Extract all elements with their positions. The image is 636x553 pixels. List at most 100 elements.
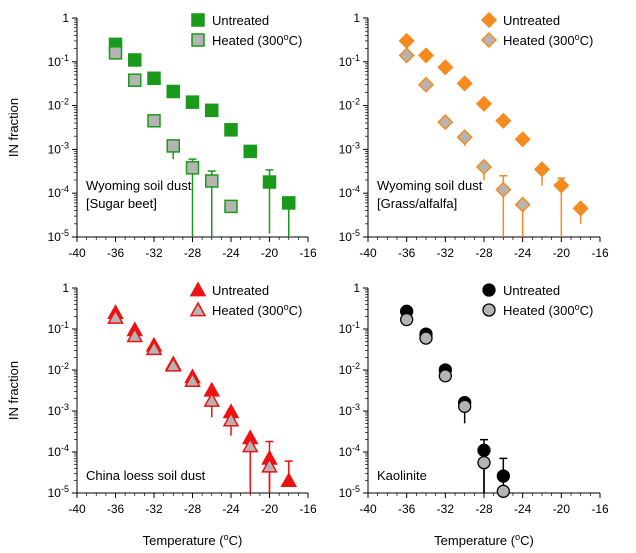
legend-label: Untreated [212,13,269,28]
series-heated [398,47,531,237]
legend-label: Untreated [503,283,560,298]
y-tick-label: 10-2 [339,97,360,113]
y-tick-label: 10-3 [48,402,69,418]
y-tick-exponent: -1 [352,53,360,63]
data-point [243,144,257,159]
data-point [185,95,200,109]
y-tick-label: 1 [62,281,69,295]
y-tick-base: 10 [339,99,353,113]
data-point [400,312,414,327]
y-axis-title: IN fraction [6,98,21,157]
x-tick-label: -24 [514,502,532,516]
data-point [417,47,435,64]
data-point [184,372,201,387]
x-axis-title-prefix: Temperature ( [434,533,516,548]
y-tick-label: 10-5 [48,484,69,500]
y-tick-base: 10 [48,486,62,500]
data-point [222,411,240,427]
legend-heated-degree: o [575,302,580,312]
legend-heated-suffix: C) [580,303,594,318]
y-tick-base: 10 [339,186,353,200]
data-point [398,47,415,64]
y-tick-label: 10-5 [48,228,69,244]
y-tick-label: 10-5 [339,228,360,244]
y-tick-label: 10-4 [339,443,360,459]
x-axis-title-suffix: C) [229,533,243,548]
x-tick-label: -28 [475,502,493,516]
y-tick-exponent: -4 [61,443,69,453]
y-tick-exponent: -3 [352,402,360,412]
x-axis-title: Temperature (oC) [434,532,534,548]
panel-label-line: Wyoming soil dust [86,178,192,193]
panel-label-line: [Grass/alfalfa] [377,196,457,211]
y-tick-base: 10 [48,445,62,459]
legend-untreated-text: Untreated [212,283,269,298]
y-tick-label: 10-3 [48,140,69,156]
data-point [456,75,473,92]
y-tick-base: 10 [339,55,353,69]
x-tick-label: -40 [68,502,86,516]
data-point [496,469,510,483]
y-tick-exponent: -2 [352,361,360,371]
legend-heated-suffix: C) [289,33,303,48]
x-tick-label: -40 [359,246,377,260]
x-tick-label: -32 [437,502,455,516]
x-tick-label: -20 [553,502,571,516]
x-tick-label: -36 [107,246,125,260]
legend-heated-degree: o [284,302,289,312]
y-tick-base: 10 [48,55,62,69]
y-tick-base: 10 [48,322,62,336]
y-tick-base: 10 [48,186,62,200]
y-tick-exponent: -4 [61,184,69,194]
y-tick-label: 10-2 [48,97,69,113]
y-tick-base: 1 [353,281,360,295]
y-tick-exponent: -3 [61,140,69,150]
data-point [437,59,454,76]
data-point [514,196,531,213]
data-point [241,437,259,453]
data-point [203,391,221,407]
legend-marker [189,301,207,317]
x-tick-label: -36 [398,246,416,260]
y-tick-label: 1 [353,11,360,25]
data-point [128,53,142,67]
x-axis-title-prefix: Temperature ( [143,533,225,548]
legend-label: Untreated [503,13,560,28]
legend-label: Heated (300oC) [503,302,593,318]
y-tick-label: 10-5 [339,484,360,500]
data-point [145,340,163,356]
y-tick-base: 10 [48,404,62,418]
y-tick-exponent: -1 [61,320,69,330]
series-untreated [400,304,510,493]
x-axis-title-degree: o [515,532,520,542]
data-point [126,327,144,343]
x-tick-label: -40 [68,246,86,260]
x-tick-label: -28 [475,246,493,260]
panel-1: 10-510-410-310-210-11-40 -36 -32 -28 -24 -20-… [6,11,317,260]
x-tick-label: -28 [184,246,202,260]
panel-2: 10-510-410-310-210-11-40 -36 -32 -28 -24 -20-… [339,11,609,260]
y-tick-exponent: -2 [61,97,69,107]
legend: Untreated Heated (300oC) [480,11,593,49]
legend: Untreated Heated (300oC) [189,281,302,318]
legend: Untreated Heated (300oC) [482,283,593,318]
y-tick-label: 10-4 [339,184,360,200]
x-tick-label: -40 [359,502,377,516]
legend-untreated-text: Untreated [212,13,269,28]
data-point [262,175,277,189]
legend-heated-prefix: Heated (300 [212,33,284,48]
x-tick-label: -32 [145,502,163,516]
x-tick-label: -16 [591,246,609,260]
panel-3: 10-510-410-310-210-11-40 -36 -32 -28 -24 -20-… [6,281,317,548]
x-tick-label: -24 [222,502,240,516]
data-point [224,199,238,214]
y-tick-label: 10-1 [48,53,69,69]
data-point [572,200,589,217]
legend: Untreated Heated (300oC) [191,13,303,48]
data-point [282,196,296,210]
panel-label-line: Wyoming soil dust [377,178,483,193]
y-tick-label: 1 [62,11,69,25]
data-point [128,73,142,87]
data-point [205,103,219,118]
